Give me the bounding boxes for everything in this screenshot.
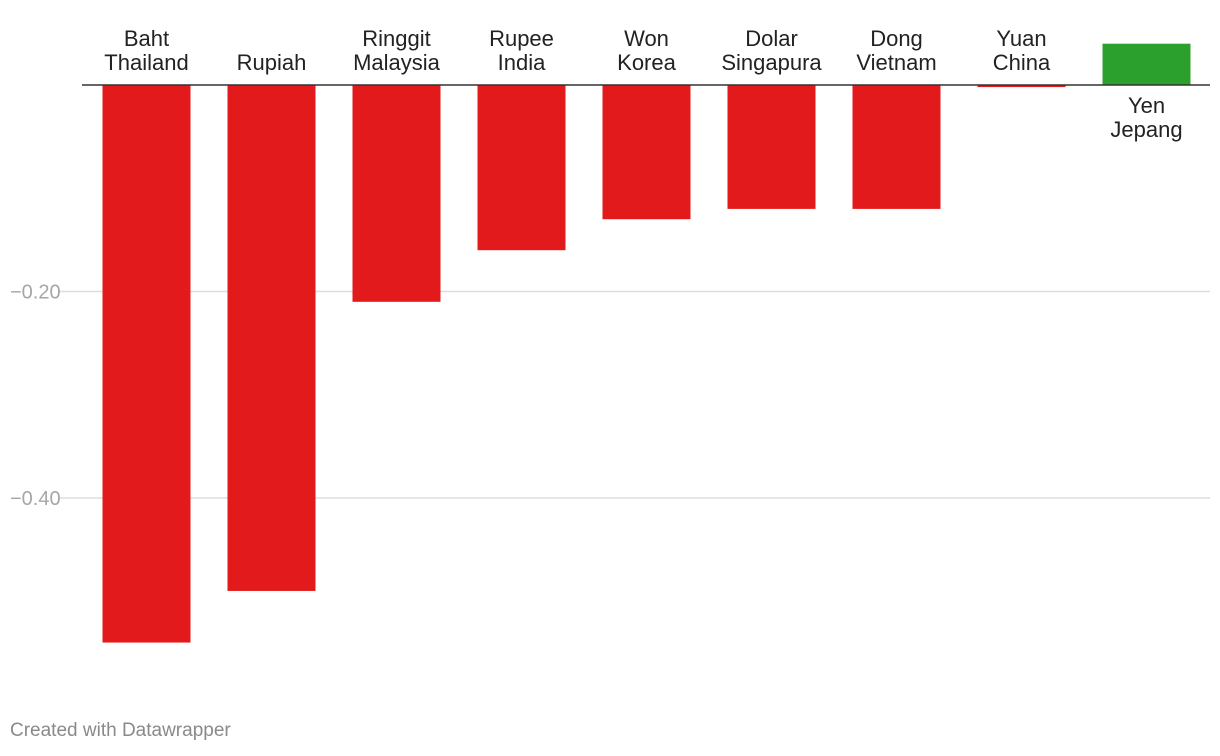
bar xyxy=(727,85,816,209)
category-label-line: China xyxy=(993,50,1051,75)
category-label: Won Korea xyxy=(617,26,676,75)
gridlines: −0.20 −0.40 xyxy=(10,282,1210,510)
bar-chart: −0.20 −0.40 Baht Thailand Rupiah Ringgit Mala… xyxy=(10,26,1210,643)
bars xyxy=(102,43,1191,643)
bar xyxy=(1102,43,1191,85)
category-label-line: Rupee xyxy=(489,26,554,51)
category-label: Ringgit Malaysia xyxy=(353,26,441,75)
bar xyxy=(852,85,941,209)
bar xyxy=(352,85,441,302)
category-label-line: India xyxy=(498,50,546,75)
category-label-line: Ringgit xyxy=(362,26,430,51)
category-label-line: Won xyxy=(624,26,669,51)
bar xyxy=(602,85,691,220)
category-label: Dolar Singapura xyxy=(721,26,822,75)
category-label-line: Vietnam xyxy=(856,50,936,75)
category-label-line: Yen xyxy=(1128,93,1165,118)
category-label: Yuan China xyxy=(993,26,1051,75)
bar xyxy=(977,85,1066,88)
category-label: Baht Thailand xyxy=(104,26,188,75)
category-label-line: Dong xyxy=(870,26,923,51)
category-label: Dong Vietnam xyxy=(856,26,936,75)
category-label-line: Dolar xyxy=(745,26,798,51)
category-label: Rupiah xyxy=(237,50,307,75)
category-label-line: Malaysia xyxy=(353,50,441,75)
category-label: Yen Jepang xyxy=(1110,93,1182,142)
category-label-line: Jepang xyxy=(1110,117,1182,142)
bar xyxy=(227,85,316,591)
category-label-line: Korea xyxy=(617,50,676,75)
bar xyxy=(102,85,191,643)
category-label-line: Baht xyxy=(124,26,169,51)
y-tick-label: −0.20 xyxy=(10,282,61,304)
y-tick-label: −0.40 xyxy=(10,488,61,510)
category-labels: Baht Thailand Rupiah Ringgit Malaysia Rupee In… xyxy=(104,26,1182,142)
bar xyxy=(477,85,566,251)
category-label: Rupee India xyxy=(489,26,554,75)
category-label-line: Yuan xyxy=(996,26,1046,51)
credit-text: Created with Datawrapper xyxy=(10,720,231,741)
category-label-line: Singapura xyxy=(721,50,822,75)
category-label-line: Rupiah xyxy=(237,50,307,75)
category-label-line: Thailand xyxy=(104,50,188,75)
